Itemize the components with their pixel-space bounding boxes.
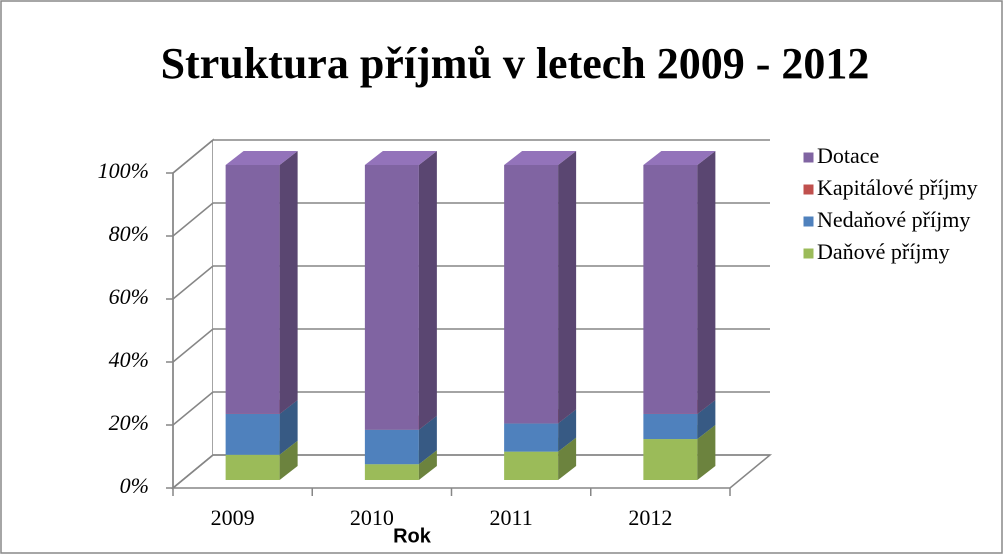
x-tick-label: 2012 (628, 505, 672, 530)
bar-face (697, 399, 716, 440)
legend-swatch (802, 183, 815, 196)
bar-face (504, 151, 577, 165)
bar-face (697, 425, 716, 480)
y-tick-label: 40% (109, 347, 149, 372)
x-tick-label: 2010 (350, 505, 394, 530)
bar-face (643, 413, 698, 440)
bar-face (504, 423, 559, 452)
bar-face (697, 151, 716, 414)
bar-face (364, 429, 419, 465)
bar-face (364, 165, 419, 430)
legend-swatch (802, 215, 815, 228)
grid-line (172, 328, 214, 363)
bar-face (643, 165, 698, 414)
bar-face (558, 409, 577, 452)
legend-label: Daňové příjmy (817, 239, 950, 264)
grid-line (172, 391, 214, 426)
chart-title: Struktura příjmů v letech 2009 - 2012 (161, 39, 870, 88)
bar (225, 151, 298, 414)
bar-face (558, 437, 577, 480)
bar-face (279, 440, 298, 480)
legend-swatch (802, 247, 815, 260)
legend-label: Kapitálové příjmy (817, 175, 978, 200)
grid-line (172, 139, 214, 174)
grid-line (172, 454, 214, 489)
bar-face (364, 464, 419, 480)
y-tick-label: 20% (109, 410, 149, 435)
bar-face (643, 151, 716, 165)
bar-face (418, 415, 437, 465)
bar-face (504, 165, 559, 424)
legend-label: Nedaňové příjmy (817, 207, 970, 232)
bar-face (279, 399, 298, 455)
bar-face (225, 413, 280, 455)
y-tick-label: 80% (109, 221, 149, 246)
bar-face (279, 151, 298, 414)
bar (364, 151, 437, 430)
bar (504, 151, 577, 424)
y-tick-label: 60% (109, 284, 149, 309)
legend-swatch (802, 151, 815, 164)
bar-face (643, 439, 698, 480)
x-tick-label: 2009 (211, 505, 255, 530)
bar-face (418, 151, 437, 430)
x-axis-label: Rok (393, 525, 432, 547)
grid-line (172, 202, 214, 237)
y-tick-label: 100% (98, 158, 149, 183)
bar-face (225, 454, 280, 480)
y-tick-label: 0% (120, 473, 149, 498)
grid-line (172, 265, 214, 300)
back-wall (213, 140, 770, 455)
x-tick-label: 2011 (490, 505, 533, 530)
bar-face (225, 165, 280, 414)
bar-face (558, 151, 577, 424)
bar-face (364, 151, 437, 165)
bar-face (225, 151, 298, 165)
bar (643, 151, 716, 414)
side-wall (172, 138, 214, 490)
legend-label: Dotace (817, 143, 879, 168)
bar-face (418, 450, 437, 480)
bar-face (504, 451, 559, 480)
